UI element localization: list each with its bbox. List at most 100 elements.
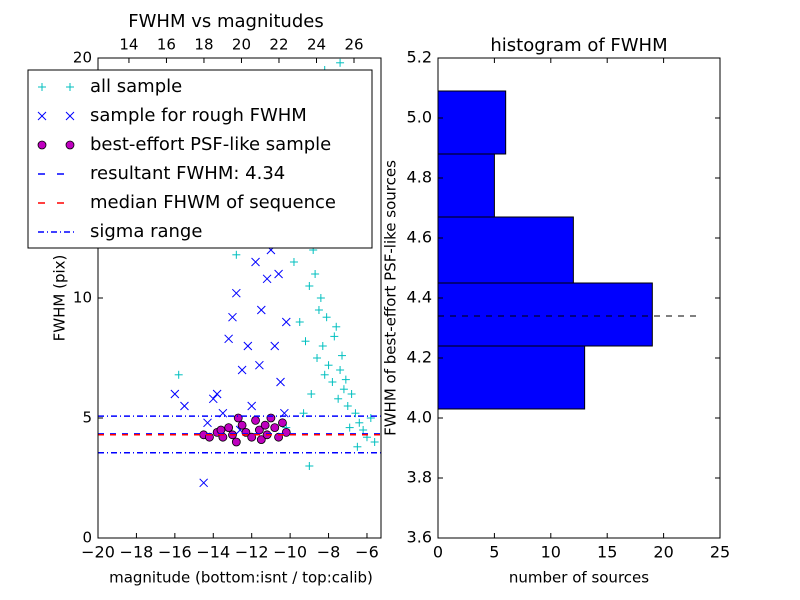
point	[231, 437, 241, 447]
point	[281, 427, 291, 437]
x-tick-label: 15	[597, 543, 617, 562]
point	[336, 366, 345, 374]
point	[314, 306, 323, 314]
legend-label: sample for rough FWHM	[90, 105, 307, 126]
point	[255, 360, 264, 370]
y-axis-label: FWHM (pix)	[51, 255, 69, 342]
point	[170, 389, 180, 399]
point	[334, 394, 343, 403]
y-tick-label: 10	[73, 289, 92, 307]
x2-tick-label: 16	[157, 36, 176, 54]
marker-stroke	[208, 394, 218, 404]
x2-tick-label: 26	[344, 36, 363, 54]
point	[332, 322, 341, 331]
point	[243, 341, 253, 351]
point	[270, 423, 280, 433]
x-tick-label: −12	[235, 543, 269, 562]
point	[324, 361, 333, 370]
x2-tick-label: 18	[194, 36, 213, 54]
legend-label: resultant FWHM: 4.34	[90, 163, 285, 184]
point	[274, 269, 283, 279]
marker-stroke	[224, 334, 233, 344]
point	[316, 294, 325, 302]
bar	[437, 345, 586, 410]
point	[355, 418, 364, 427]
point	[311, 270, 320, 278]
y-axis-label: FWHM of best-effort PSF-like sources	[382, 160, 400, 436]
point	[301, 337, 310, 346]
marker-stroke	[212, 389, 222, 399]
axes: −20 −18 −16 −14 −12 −10 −8 −6 14 16 18 20 22 24 26 0 5 10…	[73, 36, 730, 562]
point	[266, 413, 276, 423]
bar	[437, 90, 507, 155]
point	[345, 423, 354, 432]
marker-stroke	[270, 341, 280, 351]
x2-tick-label: 14	[119, 36, 138, 54]
point	[281, 317, 291, 327]
point	[247, 432, 257, 442]
bar	[437, 153, 495, 218]
point	[237, 420, 247, 430]
y-tick-label: 5.0	[407, 108, 432, 127]
marker-stroke	[276, 377, 285, 387]
x-tick-label: −8	[317, 543, 341, 562]
point	[232, 250, 241, 259]
marker-stroke	[231, 288, 241, 298]
y-tick-label: 5	[82, 409, 92, 427]
point	[216, 425, 226, 435]
point	[337, 351, 346, 360]
chart-title: histogram of FWHM	[490, 35, 667, 56]
y-tick-label: 3.6	[407, 528, 432, 547]
point	[289, 258, 298, 266]
point	[299, 409, 308, 418]
x2-tick-label: 24	[307, 36, 326, 54]
point	[260, 420, 270, 430]
y-tick-label: 4.0	[407, 408, 432, 427]
marker-stroke	[247, 401, 257, 411]
x-tick-label: −18	[120, 543, 154, 562]
plot-area	[98, 58, 381, 488]
point	[328, 378, 337, 386]
point	[343, 402, 352, 410]
point	[270, 341, 280, 351]
marker-stroke	[203, 418, 212, 428]
marker-stroke	[65, 111, 75, 121]
point	[224, 423, 234, 433]
marker-stroke	[256, 305, 266, 315]
point	[180, 401, 189, 411]
point	[199, 478, 209, 488]
point	[65, 111, 75, 121]
point	[347, 390, 356, 398]
point	[276, 377, 285, 387]
marker-stroke	[237, 365, 247, 375]
bar	[437, 282, 653, 347]
x-tick-label: 10	[541, 543, 561, 562]
marker-stroke	[170, 389, 180, 399]
point	[231, 288, 241, 298]
x-tick-label: 5	[489, 543, 499, 562]
x2-tick-label: 20	[232, 36, 251, 54]
x-tick-label: 0	[433, 543, 443, 562]
point	[66, 83, 74, 91]
point	[251, 415, 260, 425]
y-tick-label: 4.8	[407, 168, 432, 187]
point	[295, 318, 304, 326]
legend: all sample sample for rough FWHM best-effo…	[27, 69, 373, 249]
y-tick-label: 4.4	[407, 288, 432, 307]
x-tick-label: −10	[273, 543, 307, 562]
legend-label: best-effort PSF-like sample	[90, 134, 331, 155]
point	[228, 312, 237, 322]
x-axis-label: magnitude (bottom:isnt / top:calib)	[109, 569, 373, 587]
point	[174, 370, 183, 379]
legend-label: sigma range	[90, 221, 202, 242]
x2-tick-label: 22	[269, 36, 288, 54]
point	[322, 313, 331, 322]
point	[305, 282, 314, 290]
marker-stroke	[228, 312, 237, 322]
point	[318, 342, 327, 350]
point	[233, 413, 243, 423]
y-tick-label: 4.2	[407, 348, 432, 367]
point	[313, 354, 322, 362]
marker-stroke	[255, 360, 264, 370]
point	[203, 418, 212, 428]
